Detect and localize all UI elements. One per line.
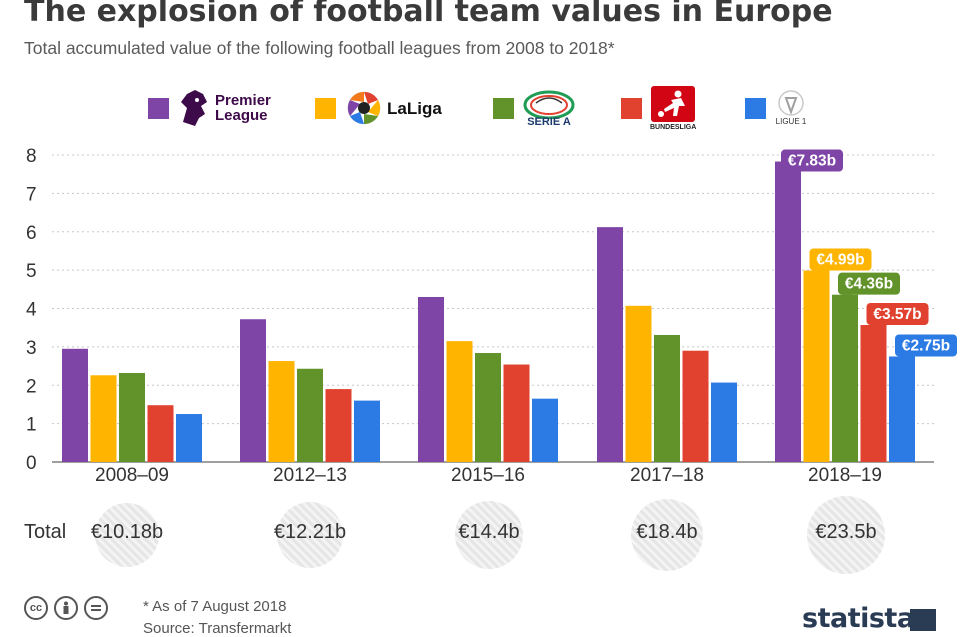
bar	[654, 334, 680, 462]
legend-swatch	[745, 97, 766, 119]
total-bubble	[455, 501, 523, 569]
legend-label: LaLiga	[387, 98, 442, 118]
legend-swatch	[315, 97, 336, 119]
bar	[860, 325, 887, 462]
totals-label: Total	[24, 521, 67, 543]
bar	[176, 414, 202, 462]
data-label-pointer	[813, 270, 824, 276]
bar	[62, 348, 88, 462]
statista-logo[interactable]: statista	[802, 603, 915, 634]
bar	[418, 296, 444, 462]
total-bubble	[95, 503, 159, 567]
bundesliga-player-icon: BUNDESLIGA	[650, 85, 697, 131]
no-derivatives-icon[interactable]	[84, 596, 108, 620]
laliga-ball-icon	[344, 88, 384, 128]
bar	[147, 405, 174, 462]
legend-label: BUNDESLIGA	[650, 123, 697, 131]
bar	[597, 227, 623, 462]
legend-label: Premier	[215, 92, 271, 109]
bar	[354, 400, 380, 462]
y-tick-label: 7	[26, 184, 37, 205]
legend-item-premier-league: Premier League	[148, 80, 271, 136]
bar	[475, 353, 501, 462]
x-tick-label: 2012–13	[273, 465, 347, 486]
bar	[119, 372, 145, 462]
serie-a-shield-icon: SERIE A	[522, 89, 576, 128]
legend-swatch	[493, 97, 514, 119]
bar	[711, 382, 737, 462]
data-label-pointer	[870, 325, 881, 331]
y-tick-label: 4	[26, 300, 37, 321]
y-tick-label: 3	[26, 338, 37, 359]
y-tick-label: 8	[26, 146, 37, 167]
y-tick-label: 6	[26, 223, 37, 244]
total-value: €14.4b	[458, 521, 520, 543]
bar	[268, 361, 295, 462]
bar	[503, 364, 530, 462]
x-tick-label: 2017–18	[630, 465, 704, 486]
bar-chart: 0 1 2 3 4 5 6 7 8 2008–09 2012–13 2015–16 2017–18 201…	[26, 146, 957, 486]
bar	[889, 356, 915, 462]
data-label: €2.75b	[902, 337, 950, 354]
creative-commons-icon[interactable]: cc	[24, 596, 48, 620]
bar	[832, 294, 858, 462]
y-tick-label: 5	[26, 261, 37, 282]
data-label-box	[781, 149, 843, 172]
premier-league-lion-icon	[177, 88, 211, 128]
chart-subtitle: Total accumulated value of the following…	[24, 38, 615, 58]
total-value: €10.18b	[90, 521, 164, 543]
total-bubble	[807, 496, 885, 574]
license-icons: cc	[24, 596, 108, 620]
x-tick-label: 2008–09	[95, 465, 169, 486]
legend-label: LIGUE 1	[775, 117, 807, 126]
x-tick-label: 2018–19	[808, 465, 882, 486]
ligue1-logo-icon: LIGUE 1	[774, 90, 808, 126]
data-label-box	[838, 272, 900, 295]
data-label-box	[866, 303, 929, 326]
bar	[803, 270, 830, 462]
total-value: €23.5b	[815, 521, 877, 543]
data-label: €4.36b	[845, 276, 893, 293]
bar	[446, 341, 473, 462]
bar	[775, 161, 801, 462]
legend-item-serie-a: SERIE A	[493, 80, 576, 136]
bar	[682, 350, 709, 462]
data-label: €4.99b	[816, 252, 864, 269]
legend-label: League	[215, 107, 268, 124]
bar	[240, 319, 266, 462]
legend-item-ligue1: LIGUE 1	[745, 80, 808, 136]
y-tick-label: 0	[26, 453, 37, 474]
statista-logo-mark-icon	[910, 609, 936, 631]
legend-swatch	[148, 97, 169, 119]
total-bubble	[277, 502, 343, 568]
legend-label: SERIE A	[527, 115, 571, 128]
data-label-pointer	[899, 356, 909, 362]
footnote: * As of 7 August 2018	[143, 598, 287, 615]
legend-item-bundesliga: BUNDESLIGA	[621, 80, 696, 136]
x-tick-label: 2015–16	[451, 465, 525, 486]
y-tick-label: 1	[26, 415, 37, 436]
bar	[325, 389, 352, 462]
total-value: €18.4b	[636, 521, 698, 543]
legend-item-laliga: LaLiga	[315, 80, 442, 136]
data-label-box	[895, 334, 957, 357]
total-bubble	[631, 499, 703, 571]
bar	[297, 368, 323, 462]
chart-title: The explosion of football team values in…	[24, 0, 833, 29]
data-label-box	[809, 248, 872, 271]
data-label: €7.83b	[788, 153, 836, 170]
data-label-pointer	[842, 294, 852, 300]
bar	[90, 375, 117, 462]
legend: Premier League LaLiga	[0, 80, 960, 136]
total-value: €12.21b	[273, 521, 347, 543]
legend-swatch	[621, 97, 642, 119]
bar	[532, 398, 558, 462]
bar	[625, 305, 652, 462]
data-label: €3.57b	[873, 306, 921, 323]
data-label-pointer	[785, 171, 795, 177]
source-note: Source: Transfermarkt	[143, 620, 292, 637]
attribution-icon[interactable]	[54, 596, 78, 620]
y-tick-label: 2	[26, 376, 37, 397]
